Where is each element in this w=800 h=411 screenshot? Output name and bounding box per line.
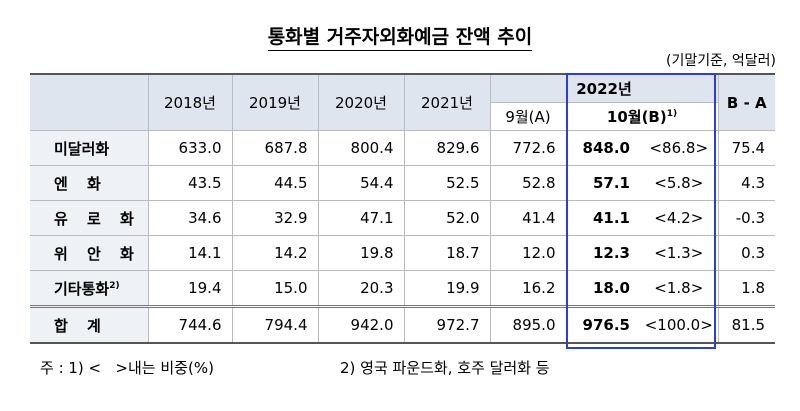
cell: 18.7: [403, 235, 490, 271]
footnote-mark: 1): [666, 109, 678, 119]
cell: 57.1: [565, 165, 640, 201]
table: 2018년 2019년 2020년 2021년 2022년 B - A 9월(A) 10월(B…: [30, 73, 776, 344]
table-row: 엔 화 43.5 44.5 54.4 52.5 52.8 57.1 <5.8> 4.3: [30, 165, 776, 201]
cell: 848.0: [565, 130, 640, 166]
cell: 19.8: [317, 235, 404, 271]
cell: 52.0: [403, 200, 490, 236]
share-cell: <86.8>: [640, 130, 719, 166]
diff-cell: -0.3: [717, 200, 776, 236]
cell: 942.0: [317, 305, 404, 344]
row-label: 위 안 화: [30, 235, 148, 271]
diff-cell: 81.5: [717, 305, 776, 344]
cell: 15.0: [231, 270, 318, 307]
cell: 19.4: [147, 270, 232, 307]
header-text: 10월(B): [606, 108, 667, 126]
share-cell: <100.0>: [640, 305, 719, 344]
header-cell: 2018년: [147, 73, 232, 131]
row-label: 미달러화: [30, 130, 148, 166]
share-cell: <5.8>: [640, 165, 719, 201]
table-row: 미달러화 633.0 687.8 800.4 829.6 772.6 848.0 <86.8>…: [30, 130, 776, 166]
cell: 744.6: [147, 305, 232, 344]
row-label-text: 합 계: [54, 316, 101, 335]
cell: 54.4: [317, 165, 404, 201]
cell: 794.4: [231, 305, 318, 344]
header-row: 9월(A) 10월(B)1): [30, 102, 775, 131]
cell: 43.5: [147, 165, 232, 201]
table-row: 합 계 744.6 794.4 942.0 972.7 895.0 976.5 <100.0>…: [30, 305, 776, 344]
header-cell: 2020년: [317, 73, 404, 131]
footnote: 주 : 1) < >내는 비중(%): [40, 359, 214, 377]
cell: 41.4: [489, 200, 566, 236]
cell: 895.0: [489, 305, 566, 344]
header-cell: B - A: [717, 73, 776, 131]
footnote: 2) 영국 파운드화, 호주 달러화 등: [340, 359, 550, 377]
cell: 976.5: [565, 305, 640, 344]
header-cell: 10월(B)1): [565, 102, 719, 131]
cell: 41.1: [565, 200, 640, 236]
share-cell: <1.3>: [640, 235, 719, 271]
row-label: 합 계: [30, 305, 148, 344]
diff-cell: 4.3: [717, 165, 776, 201]
cell: 19.9: [403, 270, 490, 307]
cell: 52.8: [489, 165, 566, 201]
row-label: 엔 화: [30, 165, 148, 201]
table-row: 유 로 화 34.6 32.9 47.1 52.0 41.4 41.1 <4.2> -0.3: [30, 200, 776, 236]
unit-note: (기말기준, 억달러): [666, 53, 776, 69]
cell: 772.6: [489, 130, 566, 166]
table-body: 미달러화 633.0 687.8 800.4 829.6 772.6 848.0 <86.8>…: [30, 130, 776, 344]
cell: 687.8: [231, 130, 318, 166]
row-label-text: 엔 화: [54, 174, 101, 193]
cell: 44.5: [231, 165, 318, 201]
row-label-text: 유 로 화: [54, 209, 134, 228]
row-label-text: 미달러화: [54, 139, 110, 158]
cell: 52.5: [403, 165, 490, 201]
cell: 12.0: [489, 235, 566, 271]
title: 통화별 거주자외화예금 잔액 추이: [0, 22, 800, 51]
share-cell: <1.8>: [640, 270, 719, 307]
cell: 12.3: [565, 235, 640, 271]
cell: 972.7: [403, 305, 490, 344]
row-label: 기타통화2): [30, 270, 148, 307]
cell: 34.6: [147, 200, 232, 236]
title-text: 통화별 거주자외화예금 잔액 추이: [267, 26, 533, 51]
header-cell: [30, 73, 148, 131]
table-header: 2018년 2019년 2020년 2021년 2022년 B - A 9월(A) 10월(B…: [30, 73, 776, 131]
cell: 20.3: [317, 270, 404, 307]
cell: 14.2: [231, 235, 318, 271]
cell: 47.1: [317, 200, 404, 236]
cell: 800.4: [317, 130, 404, 166]
row-label-text: 기타통화: [54, 279, 110, 298]
cell: 829.6: [403, 130, 490, 166]
share-cell: <4.2>: [640, 200, 719, 236]
row-label-text: 위 안 화: [54, 244, 134, 263]
cell: 18.0: [565, 270, 640, 307]
table-row: 위 안 화 14.1 14.2 19.8 18.7 12.0 12.3 <1.3> 0.3: [30, 235, 776, 271]
cell: 16.2: [489, 270, 566, 307]
cell: 14.1: [147, 235, 232, 271]
diff-cell: 75.4: [717, 130, 776, 166]
diff-cell: 0.3: [717, 235, 776, 271]
header-cell: 2021년: [403, 73, 490, 131]
header-cell: 2019년: [231, 73, 318, 131]
row-label: 유 로 화: [30, 200, 148, 236]
cell: 633.0: [147, 130, 232, 166]
footnote-mark: 2): [109, 280, 120, 291]
cell: 32.9: [231, 200, 318, 236]
diff-cell: 1.8: [717, 270, 776, 307]
header-cell: 9월(A): [489, 102, 566, 131]
header-cell: 2022년: [489, 73, 719, 103]
table-row: 기타통화2) 19.4 15.0 20.3 19.9 16.2 18.0 <1.8> 1.8: [30, 270, 776, 307]
header-row: 2018년 2019년 2020년 2021년 2022년 B - A: [30, 73, 776, 131]
